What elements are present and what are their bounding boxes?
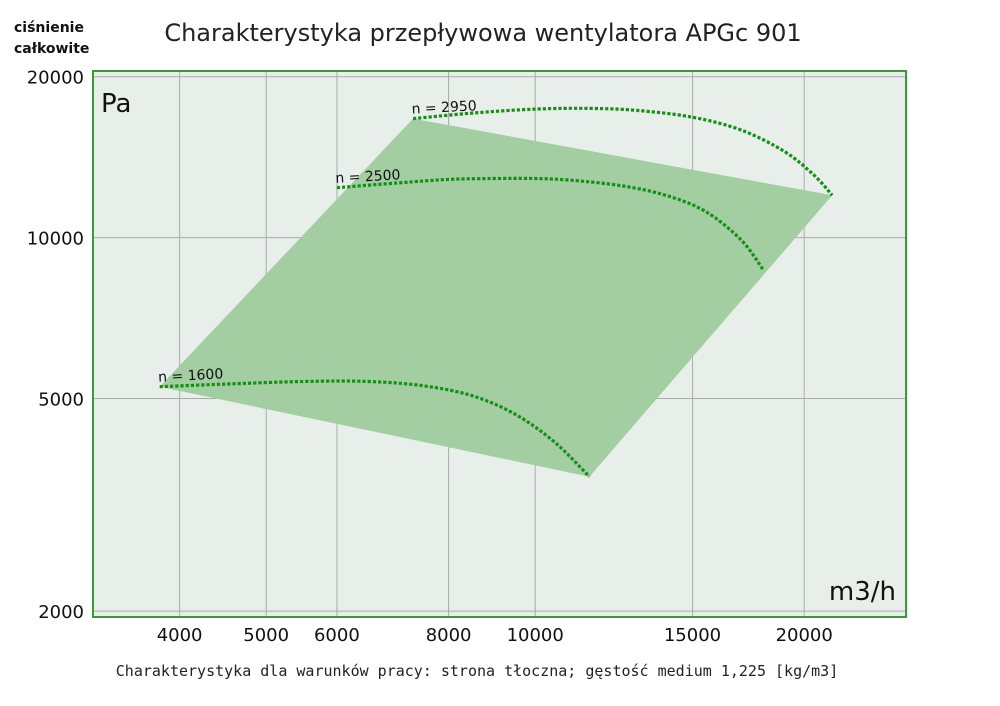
x-axis-ticks: 4000 5000 6000 8000 10000 15000 20000 — [157, 625, 833, 646]
y-tick-label: 5000 — [38, 390, 84, 411]
x-tick-label: 5000 — [243, 625, 289, 646]
y-unit-label: Pa — [101, 89, 131, 119]
speed-curve-label: n = 2500 — [335, 167, 401, 186]
y-tick-label: 2000 — [38, 602, 84, 623]
speed-curves: n = 1600 n = 2500 n = 2950 — [158, 98, 834, 478]
plot-frame — [92, 70, 907, 618]
x-tick-label: 8000 — [426, 625, 472, 646]
operating-region — [159, 118, 833, 477]
x-tick-label: 15000 — [664, 625, 721, 646]
speed-curve-label: n = 1600 — [158, 366, 224, 385]
x-tick-label: 10000 — [507, 625, 564, 646]
chart-caption: Charakterystyka dla warunków pracy: stro… — [116, 662, 838, 680]
x-tick-label: 6000 — [314, 625, 360, 646]
speed-curve-line — [159, 379, 591, 478]
speed-curve-label: n = 2950 — [411, 98, 477, 117]
y-axis-label-line1: ciśnienie — [14, 20, 84, 36]
y-axis-label-line2: całkowite — [14, 41, 90, 57]
speed-curve-line — [412, 106, 834, 197]
x-unit-label: m3/h — [829, 577, 896, 607]
x-tick-label: 4000 — [157, 625, 203, 646]
x-tick-label: 20000 — [776, 625, 833, 646]
y-axis-ticks: 2000 5000 10000 20000 — [27, 68, 84, 623]
speed-curve-line — [336, 176, 765, 271]
y-tick-label: 10000 — [27, 229, 84, 250]
chart-title: Charakterystyka przepływowa wentylatora … — [164, 19, 801, 47]
y-tick-label: 20000 — [27, 68, 84, 89]
